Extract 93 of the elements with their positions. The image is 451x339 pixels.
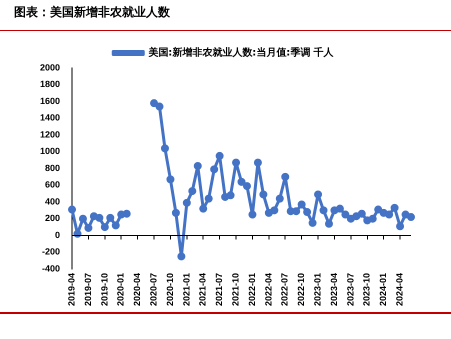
- point: [303, 208, 312, 216]
- point: [172, 208, 180, 217]
- point: [232, 158, 240, 167]
- point: [298, 200, 306, 208]
- point: [292, 207, 300, 216]
- y-tick-label: 2000: [40, 62, 60, 72]
- x-tick-label: 2021-07: [214, 272, 224, 306]
- point: [199, 204, 208, 213]
- chart-title: 图表：美国新增非农就业人数: [14, 4, 170, 21]
- point: [194, 162, 202, 170]
- point: [150, 99, 158, 108]
- x-tick-label: 2021-01: [181, 272, 192, 306]
- y-tick-label: -400: [42, 263, 60, 274]
- point: [248, 210, 256, 219]
- point: [78, 214, 87, 223]
- x-tick-label: 2019-10: [99, 272, 110, 306]
- point: [242, 182, 251, 190]
- point: [276, 194, 284, 203]
- point: [156, 102, 164, 111]
- x-tick-label: 2024-04: [394, 272, 405, 306]
- y-tick-label: 1400: [40, 112, 60, 123]
- point: [188, 187, 196, 196]
- x-tick-label: 2022-10: [296, 272, 306, 306]
- x-tick-label: 2023-10: [362, 272, 372, 306]
- point: [182, 198, 191, 207]
- point: [259, 190, 268, 198]
- point: [314, 190, 322, 198]
- point: [100, 223, 109, 232]
- point: [204, 194, 213, 203]
- y-tick-label: 1200: [40, 129, 60, 140]
- point: [160, 144, 169, 152]
- point: [341, 210, 350, 219]
- point: [363, 216, 372, 224]
- x-tick-label: 2021-04: [198, 272, 208, 306]
- x-tick-label: 2023-07: [345, 272, 356, 306]
- point: [330, 206, 338, 214]
- point: [281, 172, 290, 181]
- point: [336, 204, 344, 213]
- x-tick-label: 2023-04: [328, 272, 339, 306]
- point: [177, 252, 186, 260]
- point: [352, 212, 360, 220]
- point: [122, 210, 131, 218]
- y-tick-label: 200: [44, 213, 60, 224]
- x-tick-label: 2019-07: [82, 272, 93, 306]
- x-tick-label: 2022-01: [246, 272, 257, 306]
- point: [95, 214, 104, 222]
- y-tick-label: 0: [55, 230, 60, 240]
- point: [308, 218, 317, 227]
- point: [254, 158, 262, 167]
- point: [320, 206, 328, 214]
- x-tick-label: 2023-01: [312, 272, 323, 306]
- x-tick-label: 2020-01: [116, 272, 126, 306]
- point: [221, 192, 230, 201]
- y-tick-label: -200: [42, 246, 60, 257]
- point: [346, 214, 355, 223]
- point: [84, 224, 92, 232]
- point: [390, 204, 399, 212]
- point: [216, 152, 224, 160]
- x-tick-label: 2020-10: [164, 272, 175, 306]
- y-tick-label: 1800: [40, 79, 60, 90]
- x-tick-label: 2022-07: [280, 272, 290, 306]
- y-tick-label: 400: [44, 196, 60, 206]
- point: [407, 213, 415, 222]
- point: [226, 191, 235, 200]
- x-tick-label: 2022-04: [263, 272, 274, 306]
- x-tick-label: 2020-04: [132, 272, 142, 306]
- y-tick-label: 1600: [40, 96, 60, 106]
- point: [385, 210, 394, 219]
- y-tick-label: 600: [44, 180, 60, 190]
- x-tick-label: 2021-10: [230, 272, 241, 306]
- point: [396, 222, 404, 230]
- point: [270, 206, 278, 214]
- point: [117, 210, 126, 219]
- x-tick-label: 2024-01: [378, 272, 388, 306]
- point: [210, 165, 218, 174]
- point: [68, 206, 76, 214]
- point: [238, 178, 246, 186]
- legend-label: 美国:新增非农就业人数:当月值:季调 千人: [147, 46, 335, 59]
- point: [358, 210, 366, 218]
- point: [374, 206, 382, 214]
- x-tick-label: 2019-04: [66, 272, 77, 306]
- point: [112, 221, 120, 230]
- point: [90, 212, 98, 220]
- point: [324, 220, 333, 228]
- y-tick-label: 1000: [40, 146, 60, 156]
- y-tick-label: 800: [44, 162, 60, 173]
- point: [402, 210, 410, 219]
- point: [106, 214, 114, 222]
- x-tick-label: 2020-07: [148, 272, 159, 306]
- point: [166, 175, 174, 184]
- point: [368, 214, 377, 223]
- point: [264, 208, 273, 217]
- point: [380, 208, 388, 217]
